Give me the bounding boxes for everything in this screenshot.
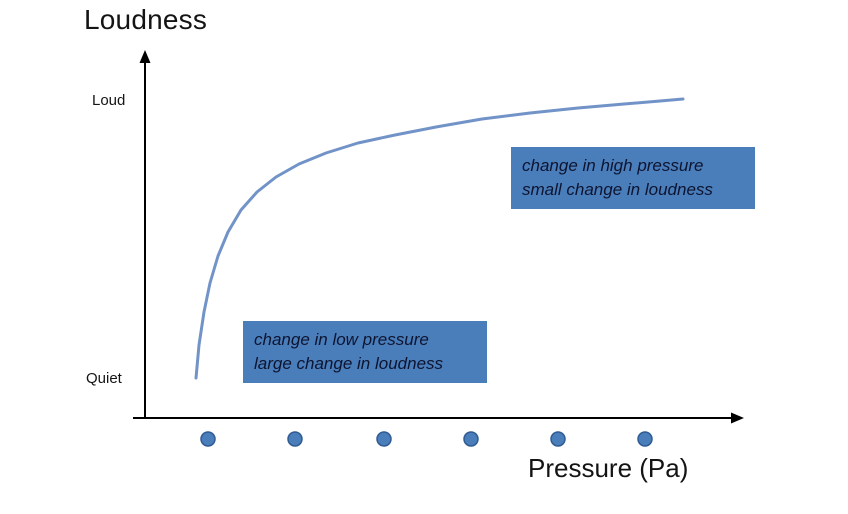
annotation-high-line2: small change in loudness — [522, 179, 713, 199]
y-axis-arrowhead — [139, 50, 151, 63]
pressure-dot — [200, 431, 216, 447]
annotation-low-pressure: change in low pressure large change in l… — [243, 321, 487, 383]
loudness-curve — [194, 97, 685, 380]
pressure-dot — [550, 431, 566, 447]
y-tick-quiet: Quiet — [86, 370, 122, 387]
x-axis-title: Pressure (Pa) — [528, 453, 689, 483]
pressure-dots — [200, 431, 653, 447]
annotation-high-line1: change in high pressure — [522, 156, 704, 175]
y-tick-loud: Loud — [92, 92, 126, 109]
pressure-dot — [463, 431, 479, 447]
y-axis-title: Loudness — [84, 4, 208, 35]
annotation-low-line1: change in low pressure — [254, 330, 429, 349]
pressure-dot — [287, 431, 303, 447]
pressure-dot — [637, 431, 653, 447]
x-axis-arrowhead — [731, 412, 744, 424]
annotation-high-pressure: change in high pressure small change in … — [511, 147, 755, 209]
pressure-dot — [376, 431, 392, 447]
annotation-low-line2: large change in loudness — [254, 353, 444, 373]
